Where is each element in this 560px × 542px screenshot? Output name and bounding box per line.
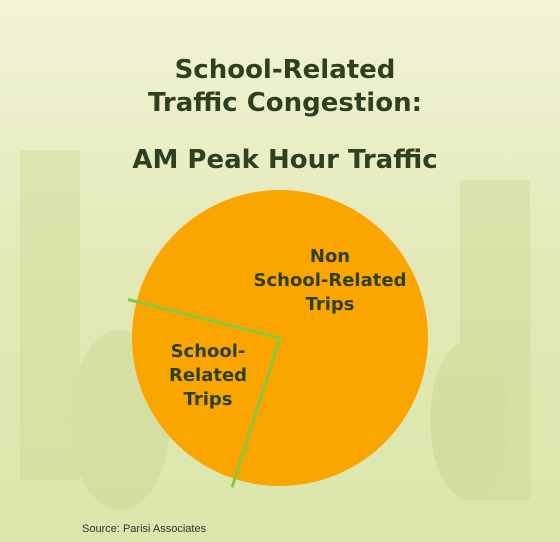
chart-subtitle: AM Peak Hour Traffic <box>132 145 437 175</box>
chart: School-RelatedTraffic Congestion: AM Pea… <box>0 0 560 542</box>
source-note: Source: Parisi Associates <box>82 523 207 535</box>
